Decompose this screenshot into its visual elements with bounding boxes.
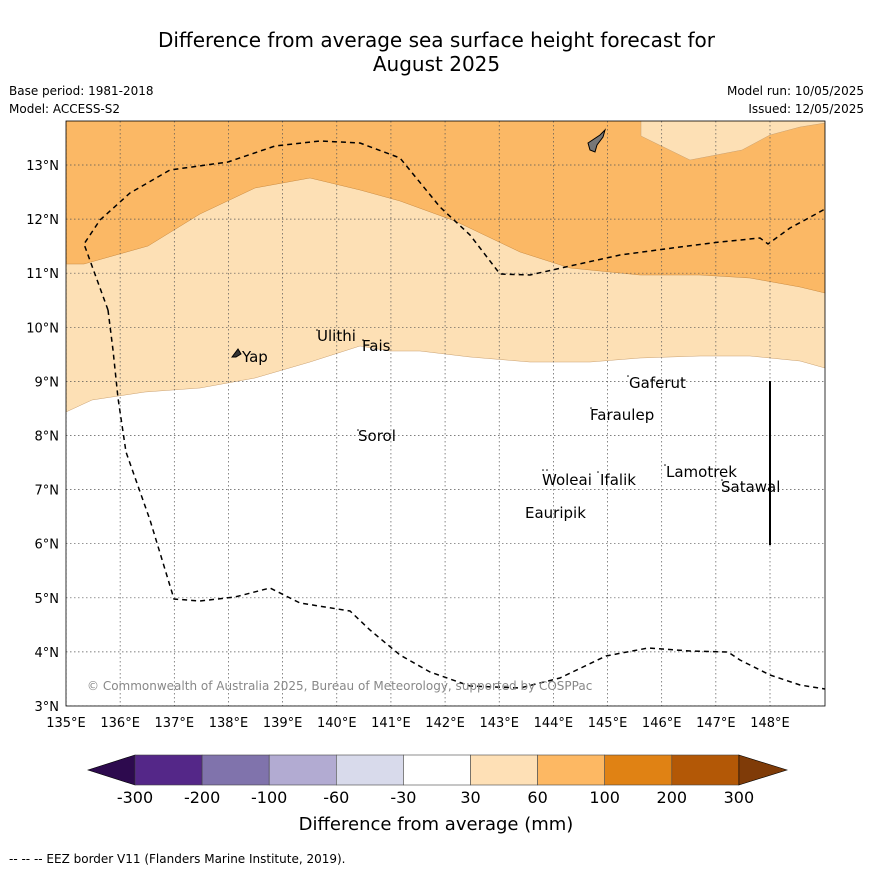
place-label-satawal: Satawal	[721, 478, 780, 496]
lat-tick-label: 6°N	[35, 538, 60, 553]
lat-tick-label: 7°N	[35, 484, 60, 499]
issued-date: Issued: 12/05/2025	[748, 102, 864, 116]
place-label-gaferut: Gaferut	[629, 374, 686, 392]
lon-tick-label: 141°E	[371, 716, 411, 731]
lon-tick-label: 136°E	[100, 716, 140, 731]
model-name: Model: ACCESS-S2	[9, 102, 121, 116]
colorbar-segment	[604, 754, 673, 786]
band-60-100	[66, 121, 825, 294]
title-line-1: Difference from average sea surface heig…	[157, 28, 716, 52]
model-run: Model run: 10/05/2025	[726, 84, 864, 98]
yap-island	[231, 348, 242, 358]
colorbar-tick-label: -200	[184, 788, 220, 807]
place-label-eauripik: Eauripik	[525, 504, 586, 522]
lon-tick-label: 137°E	[155, 716, 195, 731]
lon-tick-label: 148°E	[750, 716, 790, 731]
place-label-ifalik: Ifalik	[600, 471, 636, 489]
colorbar-tick-label: 60	[527, 788, 547, 807]
place-label-woleai: Woleai	[542, 471, 592, 489]
colorbar-tick-label: -300	[117, 788, 153, 807]
lon-tick-label: 143°E	[479, 716, 519, 731]
place-label-sorol: Sorol	[358, 427, 396, 445]
lat-tick-label: 5°N	[35, 592, 60, 607]
title-line-2: August 2025	[372, 52, 501, 76]
lon-tick-label: 147°E	[696, 716, 736, 731]
band-30-60-patch	[640, 121, 825, 161]
colorbar-segment	[470, 754, 538, 786]
island-dots	[316, 329, 723, 481]
gridlines	[66, 121, 825, 706]
colorbar-tick-label: -30	[390, 788, 416, 807]
place-label-ulithi: Ulithi	[317, 327, 356, 345]
colorbar-tick-label: 30	[460, 788, 480, 807]
lat-tick-label: 4°N	[35, 646, 60, 661]
latitude-labels: 13°N 12°N 11°N 10°N 9°N 8°N 7°N 6°N 5°N 4°N 3°N	[26, 159, 59, 715]
lon-tick-label: 138°E	[209, 716, 249, 731]
meta-left: Base period: 1981-2018 Model: ACCESS-S2	[9, 82, 154, 118]
lon-tick-label: 144°E	[534, 716, 574, 731]
colorbar-tick-label: -100	[251, 788, 287, 807]
chart-title: Difference from average sea surface heig…	[0, 28, 873, 76]
guam-island	[587, 128, 607, 153]
lat-tick-label: 10°N	[26, 321, 59, 336]
lon-tick-label: 146°E	[642, 716, 682, 731]
lon-tick-label: 135°E	[46, 716, 86, 731]
lat-tick-label: 12°N	[26, 213, 59, 228]
colorbar-extend-low	[87, 754, 136, 786]
lon-tick-label: 145°E	[588, 716, 628, 731]
colorbar-segment	[268, 754, 337, 786]
lon-tick-label: 139°E	[263, 716, 303, 731]
place-label-yap: Yap	[241, 348, 268, 366]
colorbar-tick-label: 100	[589, 788, 620, 807]
place-label-faraulep: Faraulep	[590, 406, 654, 424]
place-label-lamotrek: Lamotrek	[666, 463, 737, 481]
colorbar-extend-high	[738, 754, 789, 786]
meta-right: Model run: 10/05/2025 Issued: 12/05/2025	[727, 82, 864, 118]
colorbar-tick-label: 200	[657, 788, 688, 807]
lat-tick-label: 3°N	[35, 700, 60, 715]
eez-border	[83, 140, 825, 311]
map-frame	[65, 120, 826, 707]
place-label-fais: Fais	[362, 337, 391, 355]
colorbar-segment	[403, 754, 471, 786]
lat-tick-label: 9°N	[35, 375, 60, 390]
footnote-eez: -- -- -- EEZ border V11 (Flanders Marine…	[9, 852, 346, 866]
colorbar-segment	[671, 754, 740, 786]
map-area: Yap Ulithi Fais Gaferut Faraulep Sorol L…	[66, 121, 825, 706]
colorbar-segment	[335, 754, 404, 786]
colorbar-segment	[134, 754, 203, 786]
colorbar-title: Difference from average (mm)	[299, 814, 574, 835]
colorbar: -300 -200 -100 -60 -30 30 60 100 200 300 Differen…	[87, 754, 789, 835]
lat-tick-label: 11°N	[26, 267, 59, 282]
lat-tick-label: 13°N	[26, 159, 59, 174]
lon-tick-label: 142°E	[425, 716, 465, 731]
colorbar-tick-label: 300	[724, 788, 755, 807]
colorbar-segment	[537, 754, 605, 786]
colorbar-tick-label: -60	[323, 788, 349, 807]
lat-tick-label: 8°N	[35, 430, 60, 445]
colorbar-segment	[201, 754, 270, 786]
longitude-labels: 135°E 136°E 137°E 138°E 139°E 140°E 141°E 142°E…	[46, 716, 790, 731]
base-period: Base period: 1981-2018	[9, 84, 154, 98]
copyright-text: © Commonwealth of Australia 2025, Bureau…	[87, 679, 592, 693]
lon-tick-label: 140°E	[317, 716, 357, 731]
